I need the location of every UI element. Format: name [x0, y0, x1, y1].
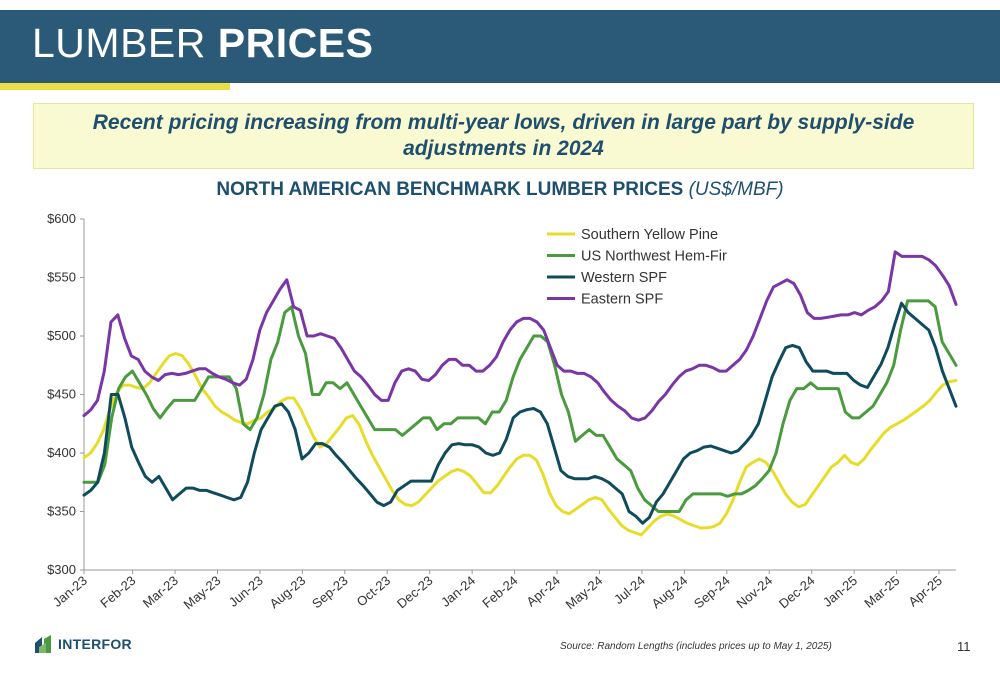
source-note: Source: Random Lengths (includes prices … — [560, 641, 832, 652]
x-tick-label: Feb-23 — [97, 573, 138, 611]
page-title: LUMBER PRICES — [32, 20, 373, 67]
series-line-western-spf — [82, 301, 958, 525]
x-tick-label: Sep-23 — [309, 573, 351, 611]
title-light: LUMBER — [32, 20, 218, 66]
chart-title-unit: (US$/MBF) — [688, 179, 784, 200]
y-tick-label: $350 — [47, 504, 76, 519]
x-tick-label: Jan-25 — [820, 573, 860, 610]
x-tick-label: May-23 — [181, 573, 224, 612]
y-tick-label: $300 — [47, 562, 76, 577]
header-bar — [0, 10, 1000, 83]
x-tick-label: Oct-23 — [354, 573, 394, 610]
title-accent-bar — [0, 83, 230, 90]
y-tick-label: $600 — [47, 211, 76, 226]
x-tick-label: Sep-24 — [691, 573, 733, 611]
legend-label-eastern-spf: Eastern SPF — [581, 292, 663, 308]
title-bold: PRICES — [217, 20, 374, 66]
x-tick-label: Jan-24 — [438, 573, 478, 610]
series-line-southern-yellow-pine — [82, 352, 958, 537]
x-tick-label: Apr-24 — [523, 573, 563, 610]
page-number: 11 — [957, 639, 971, 654]
series-line-eastern-spf — [82, 250, 958, 422]
callout-text: Recent pricing increasing from multi-yea… — [92, 111, 915, 160]
chart-title: NORTH AMERICAN BENCHMARK LUMBER PRICES (… — [0, 179, 1000, 201]
legend-label-western-spf: Western SPF — [581, 270, 667, 286]
lumber-price-line-chart: $300 $350 $400 $450 $500 $550 $600 Jan-23 Feb-23… — [47, 211, 958, 612]
legend-label-us-northwest-hem-fir: US Northwest Hem-Fir — [581, 249, 727, 265]
x-tick-label: Jun-23 — [226, 573, 266, 610]
x-tick-label: Dec-23 — [394, 573, 436, 611]
x-tick-label: Apr-25 — [905, 573, 945, 610]
x-tick-label: May-24 — [563, 573, 606, 612]
y-tick-label: $550 — [47, 270, 76, 285]
legend-label-southern-yellow-pine: Southern Yellow Pine — [581, 227, 718, 243]
y-tick-label: $500 — [47, 328, 76, 343]
key-message-callout: Recent pricing increasing from multi-yea… — [33, 103, 974, 169]
logo-text: INTERFOR — [58, 636, 132, 652]
x-tick-label: Jul-24 — [611, 573, 648, 607]
x-tick-label: Dec-24 — [776, 573, 818, 611]
chart-title-main: NORTH AMERICAN BENCHMARK LUMBER PRICES — [216, 179, 684, 200]
y-tick-label: $450 — [47, 387, 76, 402]
x-tick-label: Aug-24 — [649, 573, 691, 611]
interfor-logo-icon — [35, 635, 51, 653]
x-tick-label: Jan-23 — [50, 573, 90, 610]
series-line-us-northwest-hem-fir — [82, 299, 958, 513]
x-tick-label: Aug-23 — [267, 573, 309, 611]
x-tick-label: Mar-23 — [140, 573, 181, 611]
x-tick-label: Nov-24 — [733, 573, 775, 611]
interfor-logo: INTERFOR — [33, 633, 132, 655]
y-tick-label: $400 — [47, 445, 76, 460]
x-tick-label: Mar-25 — [861, 573, 902, 611]
x-tick-label: Feb-24 — [479, 573, 520, 611]
